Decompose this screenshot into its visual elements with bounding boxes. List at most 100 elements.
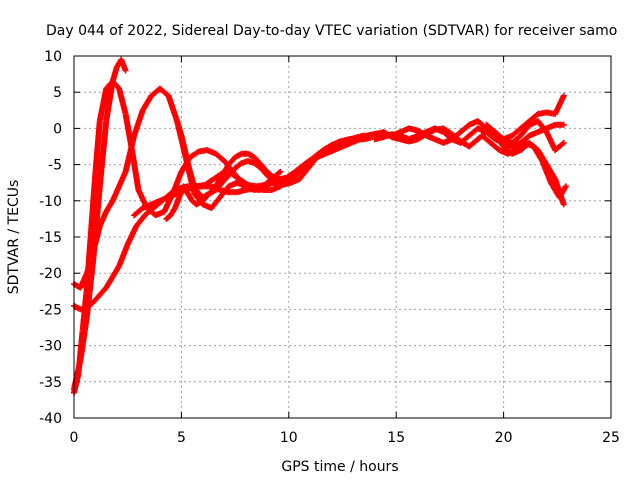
marker-trail bbox=[284, 171, 295, 180]
x-tick-label: 20 bbox=[495, 430, 513, 446]
marker-trail bbox=[132, 206, 145, 218]
marker-trail bbox=[297, 166, 311, 181]
marker-trail bbox=[116, 242, 131, 268]
marker-trail bbox=[362, 135, 372, 142]
marker-trail bbox=[90, 224, 103, 253]
marker-trail bbox=[233, 161, 244, 171]
marker-trail bbox=[539, 159, 554, 185]
marker-trail bbox=[213, 151, 227, 163]
y-tick-label: -5 bbox=[48, 158, 62, 174]
marker-trail bbox=[544, 162, 558, 181]
marker-trail bbox=[519, 133, 532, 145]
marker-trail bbox=[531, 144, 545, 163]
marker-trail bbox=[343, 136, 353, 144]
marker-trail bbox=[143, 206, 156, 218]
data-point bbox=[560, 201, 567, 208]
data-point bbox=[277, 168, 284, 175]
series-satellite-track-4 bbox=[71, 129, 389, 313]
marker-trail bbox=[310, 151, 321, 161]
marker-trail bbox=[441, 130, 454, 142]
marker-trail bbox=[125, 224, 139, 246]
marker-trail bbox=[91, 293, 102, 304]
marker-trail bbox=[492, 133, 506, 149]
series-layer bbox=[71, 56, 569, 396]
marker-trail bbox=[519, 119, 532, 131]
data-point bbox=[367, 134, 374, 141]
marker-trail bbox=[336, 138, 347, 146]
y-tick-label: -35 bbox=[39, 375, 62, 391]
marker-trail bbox=[85, 300, 96, 310]
marker-trail bbox=[246, 158, 256, 166]
marker-trail bbox=[535, 119, 549, 134]
marker-trail bbox=[188, 149, 201, 160]
marker-trail bbox=[527, 111, 540, 124]
marker-trail bbox=[258, 166, 270, 178]
data-point bbox=[560, 139, 567, 146]
marker-trail bbox=[226, 155, 238, 167]
marker-trail bbox=[488, 140, 502, 153]
marker-trail bbox=[544, 130, 558, 152]
marker-trail bbox=[441, 126, 454, 137]
marker-trail bbox=[196, 191, 205, 200]
marker-trail bbox=[84, 250, 96, 275]
marker-trail bbox=[168, 206, 178, 217]
series-satellite-track-12 bbox=[483, 118, 567, 154]
y-tick-label: -20 bbox=[39, 266, 62, 282]
marker-trail bbox=[178, 134, 189, 156]
marker-trail bbox=[484, 122, 497, 134]
marker-trail bbox=[278, 174, 289, 182]
marker-trail bbox=[185, 192, 195, 203]
marker-trail bbox=[240, 158, 250, 166]
y-tick-label: -15 bbox=[39, 230, 62, 246]
marker-trail bbox=[278, 178, 289, 186]
marker-trail bbox=[158, 86, 171, 98]
marker-trail bbox=[226, 166, 238, 178]
series-satellite-track-7 bbox=[174, 118, 367, 201]
marker-trail bbox=[252, 155, 263, 167]
marker-trail bbox=[458, 122, 472, 134]
marker-trail bbox=[213, 180, 225, 192]
marker-trail bbox=[493, 130, 506, 142]
y-tick-label: 10 bbox=[44, 49, 62, 65]
data-point bbox=[360, 132, 367, 139]
marker-trail bbox=[467, 137, 480, 149]
data-point bbox=[562, 183, 569, 190]
marker-trail bbox=[104, 199, 115, 214]
marker-trail bbox=[209, 195, 223, 210]
marker-trail bbox=[476, 119, 489, 131]
marker-trail bbox=[552, 94, 567, 116]
data-point bbox=[560, 121, 567, 128]
marker-trail bbox=[240, 150, 250, 157]
marker-trail bbox=[304, 156, 315, 166]
marker-trail bbox=[75, 329, 86, 376]
grid-layer bbox=[74, 56, 611, 418]
marker-trail bbox=[116, 87, 129, 116]
marker-trail bbox=[88, 170, 99, 232]
x-tick-label: 10 bbox=[280, 430, 298, 446]
marker-trail bbox=[548, 181, 562, 199]
y-tick-label: -30 bbox=[39, 339, 62, 355]
plot-frame bbox=[73, 55, 612, 419]
marker-trail bbox=[553, 140, 566, 153]
marker-trail bbox=[97, 285, 109, 297]
y-tick-label: -25 bbox=[39, 302, 62, 318]
marker-trail bbox=[557, 184, 569, 199]
marker-trail bbox=[140, 94, 154, 112]
y-tick-label: 0 bbox=[53, 121, 62, 137]
marker-trail bbox=[134, 213, 147, 228]
marker-trail bbox=[265, 173, 276, 183]
chart-title: Day 044 of 2022, Sidereal Day-to-day VTE… bbox=[46, 23, 617, 39]
marker-trail bbox=[79, 305, 89, 313]
marker-trail bbox=[207, 184, 218, 196]
marker-trail bbox=[510, 133, 523, 145]
marker-trail bbox=[110, 79, 122, 91]
series-satellite-track-11 bbox=[479, 132, 569, 201]
marker-trail bbox=[450, 132, 463, 144]
marker-trail bbox=[110, 264, 122, 279]
y-axis-title: SDTVAR / TECUs bbox=[6, 180, 22, 295]
x-tick-label: 5 bbox=[177, 430, 186, 446]
marker-trail bbox=[258, 162, 270, 174]
marker-trail bbox=[291, 169, 302, 180]
marker-trail bbox=[272, 174, 282, 182]
